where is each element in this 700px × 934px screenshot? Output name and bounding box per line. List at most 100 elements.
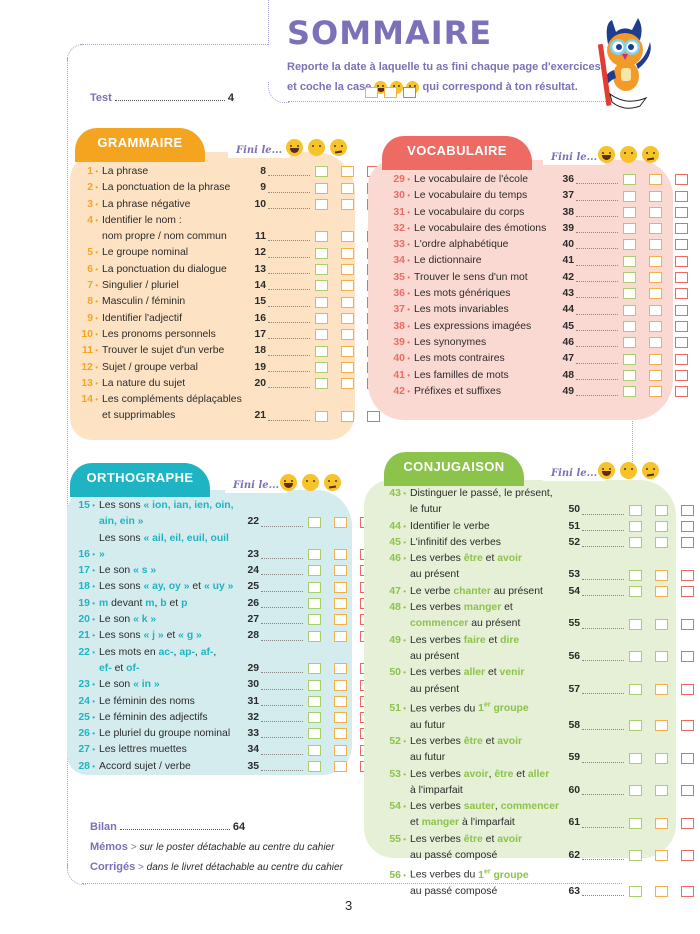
- checkbox-worried[interactable]: [675, 174, 688, 186]
- checkbox-neutral[interactable]: [655, 752, 668, 764]
- checkbox-neutral[interactable]: [341, 198, 354, 210]
- checkbox-worried[interactable]: [681, 886, 694, 898]
- checkbox-worried[interactable]: [681, 719, 694, 731]
- checkbox-happy[interactable]: [315, 247, 328, 259]
- checkbox-neutral[interactable]: [341, 296, 354, 308]
- checkbox-happy[interactable]: [315, 378, 328, 390]
- checkbox-neutral[interactable]: [341, 280, 354, 292]
- checkbox-happy[interactable]: [629, 785, 642, 797]
- checkbox-neutral[interactable]: [334, 728, 347, 740]
- checkbox-happy[interactable]: [308, 598, 321, 610]
- checkbox-worried[interactable]: [681, 586, 694, 598]
- checkbox-happy[interactable]: [308, 712, 321, 724]
- checkbox-happy[interactable]: [629, 586, 642, 598]
- date-field[interactable]: [576, 378, 618, 380]
- checkbox-worried[interactable]: [681, 569, 694, 581]
- checkbox-neutral[interactable]: [655, 520, 668, 532]
- checkbox-worried[interactable]: [681, 817, 694, 829]
- checkbox-neutral[interactable]: [341, 231, 354, 243]
- checkbox-worried[interactable]: [681, 850, 694, 862]
- checkbox-worried[interactable]: [681, 618, 694, 630]
- checkbox-neutral[interactable]: [341, 247, 354, 259]
- date-field[interactable]: [268, 207, 310, 209]
- date-field[interactable]: [261, 753, 303, 755]
- checkbox-neutral[interactable]: [341, 345, 354, 357]
- checkbox-neutral[interactable]: [334, 663, 347, 675]
- checkbox-neutral[interactable]: [334, 549, 347, 561]
- checkbox-happy[interactable]: [315, 329, 328, 341]
- date-field[interactable]: [576, 346, 618, 348]
- checkbox-happy[interactable]: [308, 549, 321, 561]
- checkbox-happy[interactable]: [308, 695, 321, 707]
- date-field[interactable]: [582, 761, 624, 763]
- date-field[interactable]: [582, 627, 624, 629]
- date-field[interactable]: [576, 329, 618, 331]
- checkbox-happy[interactable]: [315, 296, 328, 308]
- date-field[interactable]: [261, 639, 303, 641]
- date-field[interactable]: [268, 256, 310, 258]
- date-field[interactable]: [261, 737, 303, 739]
- checkbox-happy[interactable]: [629, 537, 642, 549]
- checkbox-happy[interactable]: [315, 264, 328, 276]
- date-field[interactable]: [576, 313, 618, 315]
- checkbox-happy[interactable]: [315, 410, 328, 422]
- checkbox-happy[interactable]: [315, 182, 328, 194]
- date-field[interactable]: [582, 529, 624, 531]
- checkbox-neutral[interactable]: [649, 353, 662, 365]
- date-field[interactable]: [582, 546, 624, 548]
- checkbox-neutral[interactable]: [341, 182, 354, 194]
- checkbox-neutral[interactable]: [655, 850, 668, 862]
- checkbox-neutral[interactable]: [334, 744, 347, 756]
- checkbox-happy[interactable]: [623, 174, 636, 186]
- checkbox-neutral[interactable]: [649, 304, 662, 316]
- checkbox-neutral[interactable]: [655, 618, 668, 630]
- date-field[interactable]: [576, 362, 618, 364]
- checkbox-neutral[interactable]: [341, 329, 354, 341]
- checkbox-neutral[interactable]: [655, 569, 668, 581]
- date-field[interactable]: [268, 370, 310, 372]
- checkbox-worried[interactable]: [681, 537, 694, 549]
- checkbox-happy[interactable]: [623, 255, 636, 267]
- checkbox-happy[interactable]: [315, 345, 328, 357]
- date-field[interactable]: [268, 354, 310, 356]
- checkbox-happy[interactable]: [623, 320, 636, 332]
- checkbox-worried[interactable]: [675, 239, 688, 251]
- checkbox-neutral[interactable]: [334, 761, 347, 773]
- date-field[interactable]: [261, 607, 303, 609]
- checkbox-neutral[interactable]: [334, 679, 347, 691]
- checkbox-happy[interactable]: [629, 569, 642, 581]
- date-field[interactable]: [582, 728, 624, 730]
- date-field[interactable]: [261, 770, 303, 772]
- checkbox-worried[interactable]: [675, 386, 688, 398]
- checkbox-worried[interactable]: [681, 752, 694, 764]
- checkbox-worried[interactable]: [681, 504, 694, 516]
- checkbox-worried[interactable]: [675, 320, 688, 332]
- date-field[interactable]: [268, 273, 310, 275]
- checkbox-neutral[interactable]: [341, 410, 354, 422]
- checkbox-happy[interactable]: [315, 361, 328, 373]
- checkbox-happy[interactable]: [315, 198, 328, 210]
- checkbox-happy[interactable]: [623, 206, 636, 218]
- date-field[interactable]: [582, 595, 624, 597]
- checkbox-happy[interactable]: [629, 618, 642, 630]
- date-field[interactable]: [576, 215, 618, 217]
- checkbox-neutral[interactable]: [649, 337, 662, 349]
- checkbox-neutral[interactable]: [334, 712, 347, 724]
- date-field[interactable]: [582, 513, 624, 515]
- checkbox-neutral[interactable]: [649, 190, 662, 202]
- checkbox-happy[interactable]: [315, 312, 328, 324]
- checkbox-worried[interactable]: [681, 651, 694, 663]
- date-field[interactable]: [268, 387, 310, 389]
- checkbox-happy[interactable]: [315, 231, 328, 243]
- checkbox-happy[interactable]: [308, 744, 321, 756]
- checkbox-neutral[interactable]: [334, 630, 347, 642]
- date-field[interactable]: [268, 191, 310, 193]
- date-field[interactable]: [268, 175, 310, 177]
- checkbox-worried[interactable]: [675, 288, 688, 300]
- checkbox-happy[interactable]: [308, 565, 321, 577]
- checkbox-happy[interactable]: [629, 651, 642, 663]
- checkbox-happy[interactable]: [623, 369, 636, 381]
- checkbox-worried[interactable]: [367, 410, 380, 422]
- checkbox-happy[interactable]: [623, 223, 636, 235]
- checkbox-worried[interactable]: [675, 223, 688, 235]
